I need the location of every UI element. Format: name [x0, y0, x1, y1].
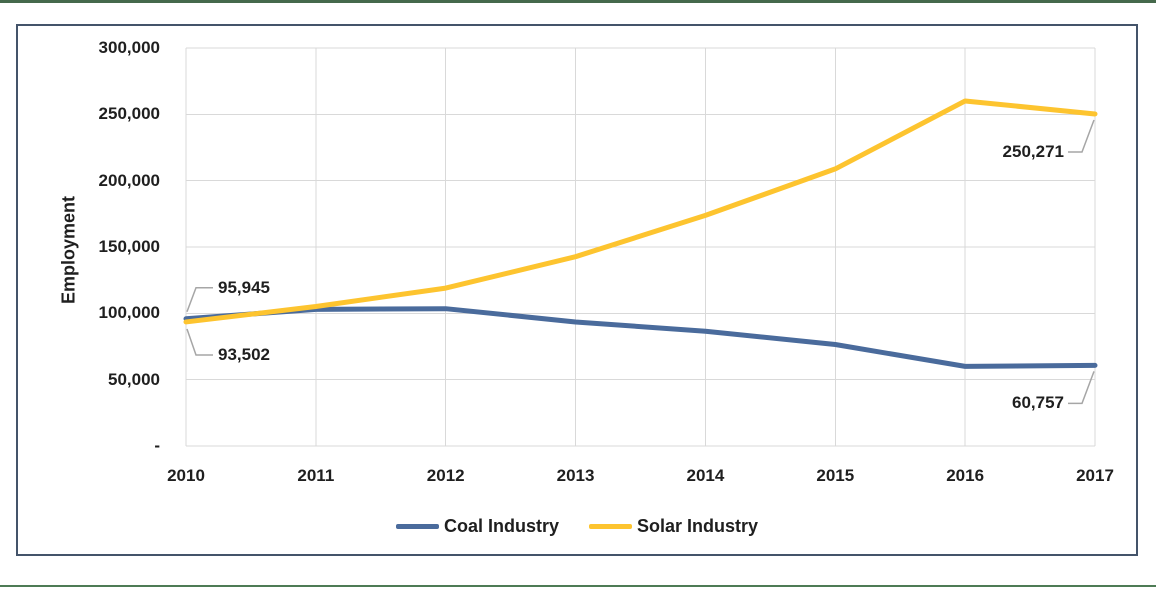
- data-label: 60,757: [1012, 393, 1064, 413]
- data-label-leader-line: [1068, 119, 1095, 153]
- chart-area: Employment 300,000 250,000 200,000 150,000 1…: [18, 26, 1136, 554]
- y-tick-label: -: [154, 436, 160, 455]
- chart-frame: Employment 300,000 250,000 200,000 150,000 1…: [16, 24, 1138, 556]
- x-tick-label: 2015: [816, 466, 855, 485]
- page-top-rule: [0, 0, 1156, 3]
- legend: Coal Industry Solar Industry: [18, 516, 1136, 537]
- x-tick-label: 2010: [167, 466, 205, 485]
- data-label-leader-line: [186, 286, 213, 312]
- data-label: 95,945: [218, 277, 270, 297]
- legend-item-solar-industry: Solar Industry: [588, 516, 759, 537]
- legend-line-swatch: [395, 524, 439, 529]
- series-line-solar-industry: [183, 98, 1098, 325]
- page-bottom-rule: [0, 585, 1156, 587]
- legend-item-coal-industry: Coal Industry: [395, 516, 559, 537]
- x-tick-label: 2014: [686, 466, 725, 485]
- y-tick-label: 50,000: [108, 369, 160, 389]
- x-tick-label: 2012: [426, 466, 465, 485]
- plot-area-svg: [183, 47, 1098, 447]
- y-tick-label: 100,000: [98, 303, 160, 323]
- legend-label: Solar Industry: [636, 516, 759, 536]
- x-tick-label: 2013: [556, 466, 595, 485]
- x-tick-label: 2017: [1076, 466, 1114, 485]
- y-tick-label: 150,000: [98, 237, 160, 256]
- y-tick-label: 300,000: [98, 38, 160, 57]
- series-line-coal-industry: [183, 306, 1098, 369]
- x-tick-label: 2016: [946, 466, 985, 485]
- data-label-leader-line: [1068, 371, 1095, 405]
- y-tick-label: 250,000: [98, 104, 160, 124]
- y-tick-label: 200,000: [98, 170, 160, 190]
- data-label-leader-line: [186, 328, 213, 356]
- legend-line-swatch: [588, 524, 632, 529]
- x-tick-label: 2011: [297, 466, 335, 485]
- legend-label: Coal Industry: [443, 516, 559, 536]
- data-label: 93,502: [218, 344, 270, 364]
- data-label: 250,271: [1002, 141, 1064, 161]
